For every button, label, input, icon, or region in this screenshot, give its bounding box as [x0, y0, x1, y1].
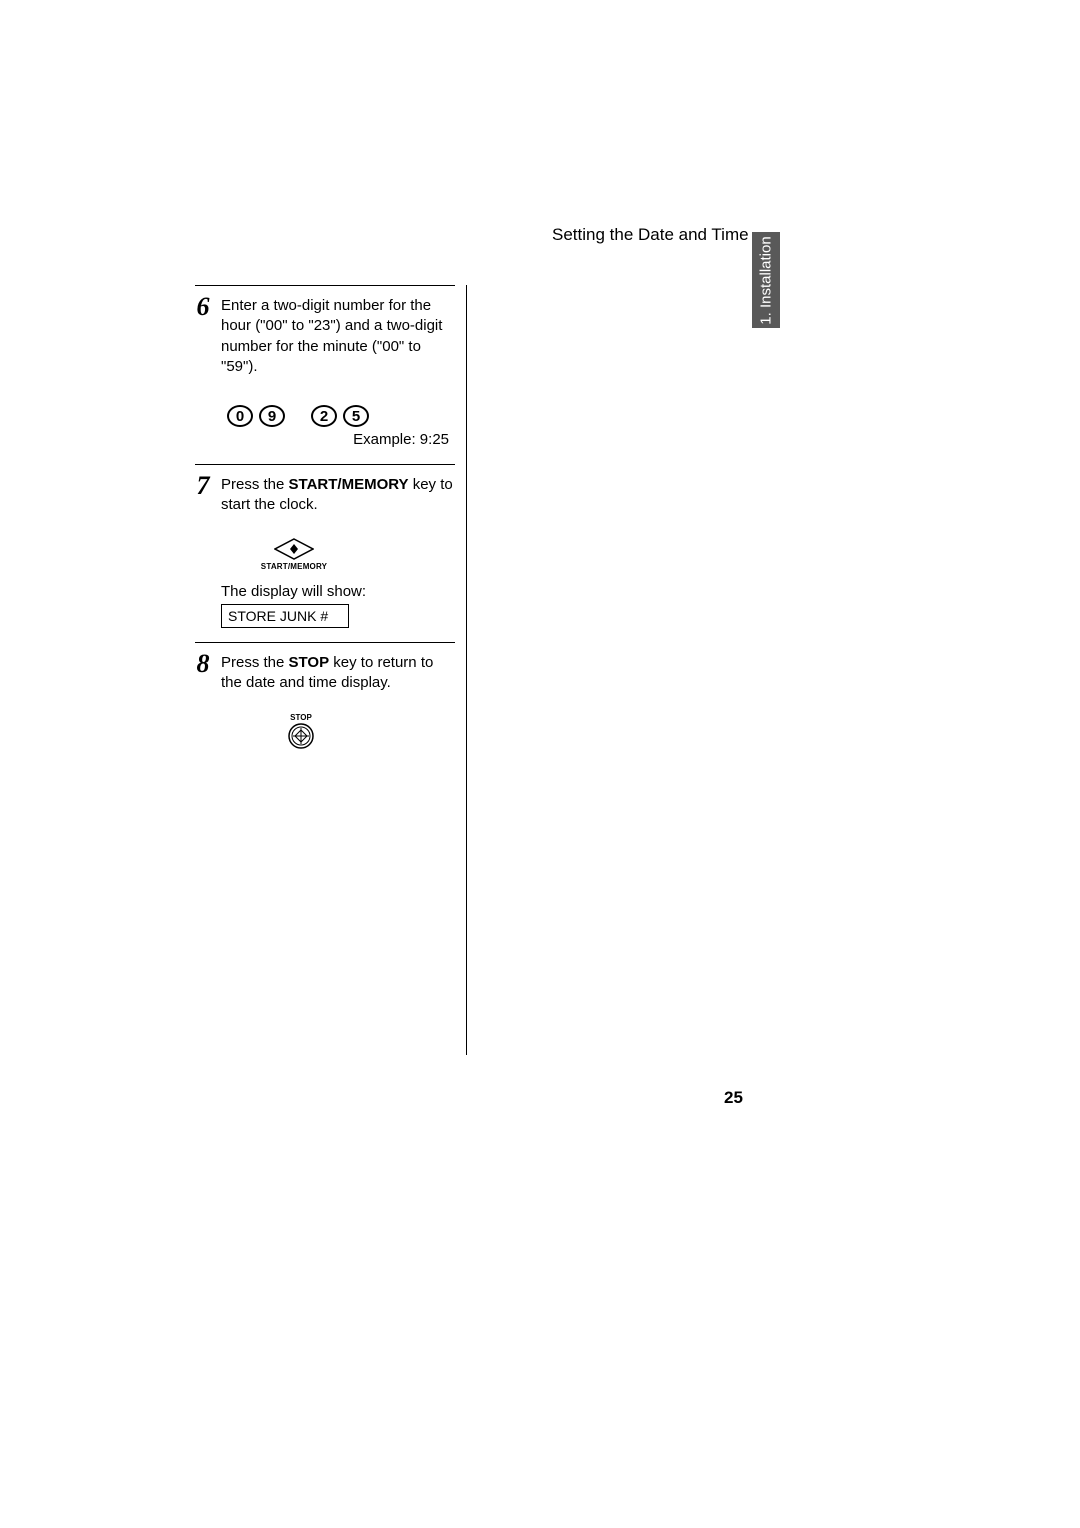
step-number: 6	[185, 294, 221, 377]
step-number: 7	[185, 473, 221, 516]
example-label: Example: 9:25	[185, 431, 455, 448]
page-number: 25	[724, 1088, 743, 1108]
diamond-key-icon	[274, 538, 314, 560]
step-text-bold: START/MEMORY	[289, 476, 409, 493]
digit-key-0: 0	[227, 405, 253, 427]
start-memory-key: START/MEMORY	[261, 538, 327, 571]
step-6: 6 Enter a two-digit number for the hour …	[185, 286, 455, 391]
stop-label: STOP	[290, 713, 312, 722]
stop-key-icon	[288, 723, 314, 749]
chapter-tab-label: 1. Installation	[758, 236, 775, 324]
step-text: Enter a two-digit number for the hour ("…	[221, 296, 455, 377]
step-number: 8	[185, 651, 221, 694]
column-divider	[466, 285, 467, 1055]
display-readout: STORE JUNK #	[221, 604, 349, 628]
start-memory-label: START/MEMORY	[261, 562, 327, 571]
digit-keys: 0 9 2 5	[227, 405, 455, 427]
stop-key: STOP	[281, 713, 321, 749]
chapter-tab: 1. Installation	[752, 232, 780, 328]
digit-key-5: 5	[343, 405, 369, 427]
digit-key-9: 9	[259, 405, 285, 427]
step-7: 7 Press the START/MEMORY key to start th…	[185, 465, 455, 530]
step-text-bold: STOP	[289, 654, 330, 671]
display-intro: The display will show:	[221, 583, 455, 600]
step-text-pre: Press the	[221, 654, 289, 671]
page-header: Setting the Date and Time	[552, 225, 749, 245]
step-8: 8 Press the STOP key to return to the da…	[185, 643, 455, 708]
step-text-pre: Press the	[221, 476, 289, 493]
digit-key-2: 2	[311, 405, 337, 427]
